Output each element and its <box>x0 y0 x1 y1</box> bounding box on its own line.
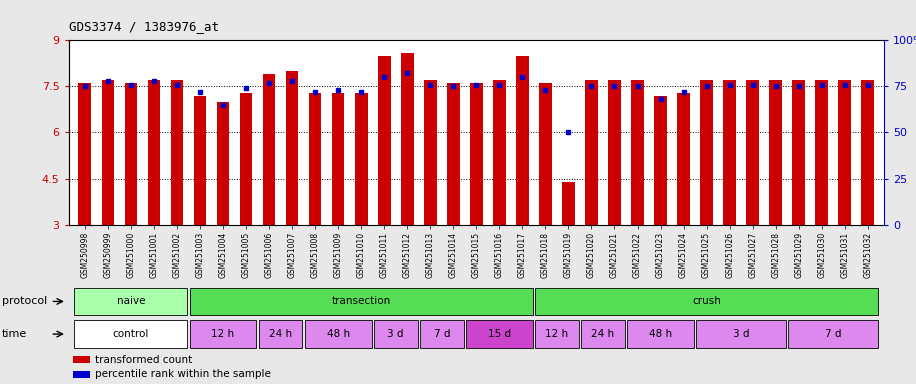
Text: 24 h: 24 h <box>592 329 615 339</box>
Text: 15 d: 15 d <box>488 329 511 339</box>
Bar <box>493 80 506 225</box>
Bar <box>838 80 851 225</box>
FancyBboxPatch shape <box>74 320 187 348</box>
Text: 7 d: 7 d <box>433 329 450 339</box>
FancyBboxPatch shape <box>581 320 625 348</box>
Bar <box>378 56 390 225</box>
Bar <box>401 53 413 225</box>
FancyBboxPatch shape <box>789 320 878 348</box>
Bar <box>193 96 206 225</box>
FancyBboxPatch shape <box>627 320 694 348</box>
Bar <box>332 93 344 225</box>
Bar <box>677 93 690 225</box>
Bar <box>309 93 322 225</box>
Text: 12 h: 12 h <box>545 329 569 339</box>
Text: naive: naive <box>116 296 145 306</box>
Text: 12 h: 12 h <box>212 329 234 339</box>
Bar <box>424 80 437 225</box>
Bar <box>125 83 137 225</box>
FancyBboxPatch shape <box>190 288 533 315</box>
Bar <box>147 80 160 225</box>
FancyBboxPatch shape <box>466 320 533 348</box>
Text: 3 d: 3 d <box>733 329 749 339</box>
Text: transection: transection <box>332 296 391 306</box>
Bar <box>102 80 114 225</box>
Bar <box>79 83 92 225</box>
Text: GDS3374 / 1383976_at: GDS3374 / 1383976_at <box>69 20 219 33</box>
Bar <box>769 80 782 225</box>
Bar <box>240 93 253 225</box>
FancyBboxPatch shape <box>374 320 418 348</box>
Bar <box>724 80 736 225</box>
Text: 3 d: 3 d <box>387 329 404 339</box>
Bar <box>170 80 183 225</box>
FancyBboxPatch shape <box>74 288 187 315</box>
Text: percentile rank within the sample: percentile rank within the sample <box>95 369 271 379</box>
Text: transformed count: transformed count <box>95 355 192 365</box>
Bar <box>354 93 367 225</box>
Bar <box>631 80 644 225</box>
Bar <box>608 80 621 225</box>
Bar <box>815 80 828 225</box>
Bar <box>747 80 759 225</box>
Bar <box>217 102 229 225</box>
Bar <box>700 80 713 225</box>
Bar <box>516 56 529 225</box>
Bar <box>286 71 299 225</box>
Bar <box>861 80 874 225</box>
Bar <box>540 83 551 225</box>
FancyBboxPatch shape <box>420 320 463 348</box>
FancyBboxPatch shape <box>696 320 786 348</box>
Bar <box>263 74 276 225</box>
Text: 48 h: 48 h <box>649 329 672 339</box>
FancyBboxPatch shape <box>258 320 302 348</box>
FancyBboxPatch shape <box>535 320 579 348</box>
Bar <box>585 80 598 225</box>
Bar <box>792 80 805 225</box>
Text: 48 h: 48 h <box>327 329 350 339</box>
Bar <box>562 182 574 225</box>
FancyBboxPatch shape <box>190 320 256 348</box>
Text: time: time <box>2 329 27 339</box>
Bar <box>470 83 483 225</box>
FancyBboxPatch shape <box>535 288 878 315</box>
Bar <box>447 83 460 225</box>
Text: 24 h: 24 h <box>269 329 292 339</box>
Text: 7 d: 7 d <box>825 329 842 339</box>
FancyBboxPatch shape <box>305 320 372 348</box>
Text: control: control <box>113 329 149 339</box>
Text: protocol: protocol <box>2 296 47 306</box>
Text: crush: crush <box>692 296 721 306</box>
Bar <box>654 96 667 225</box>
